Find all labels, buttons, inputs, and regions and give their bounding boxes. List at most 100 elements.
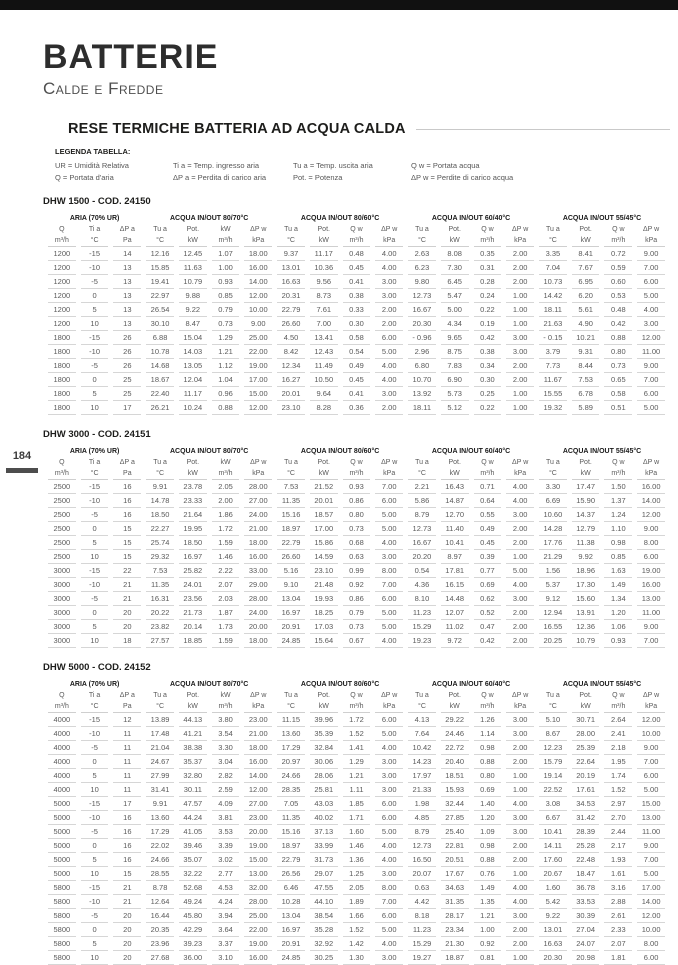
cell: 3.79 [539, 345, 567, 359]
column-header: Tu a [546, 459, 560, 466]
cell: 7.83 [440, 359, 469, 373]
cell: 12.43 [309, 345, 338, 359]
cell: 8.10 [408, 592, 436, 606]
cell: 21.04 [146, 741, 174, 755]
top-black-bar [0, 0, 678, 10]
cell: 20 [113, 951, 142, 965]
cell: 18.50 [146, 508, 174, 522]
cell: 3.30 [211, 741, 240, 755]
cell: 1.37 [604, 494, 633, 508]
cell: 0.38 [342, 289, 371, 303]
cell: 1.52 [342, 727, 371, 741]
cell: 10.79 [178, 275, 207, 289]
cell: 14.00 [637, 494, 665, 508]
cell: 0.76 [473, 867, 502, 881]
cell: 0.80 [473, 769, 502, 783]
cell: 2500 [48, 480, 76, 494]
cell: 7.00 [637, 755, 665, 769]
column-header: ΔP a [119, 692, 135, 699]
cell: 24.00 [244, 508, 273, 522]
legend-grid: UR = Umidità Relativa Ti a = Temp. ingre… [55, 161, 670, 182]
page-number-bar [6, 468, 38, 473]
cell: 4.00 [506, 797, 535, 811]
cell: 9.64 [309, 387, 338, 401]
cell: 22.79 [277, 853, 305, 867]
cell: 5000 [48, 853, 76, 867]
cell: 0.85 [211, 289, 240, 303]
cell: 14.00 [244, 275, 273, 289]
cell: 1200 [48, 289, 76, 303]
cell: 12.64 [146, 895, 174, 909]
cell: 27.68 [146, 951, 174, 965]
cell: 20.98 [571, 951, 600, 965]
unit-label: °C [277, 468, 305, 480]
cell: 5.00 [637, 401, 665, 415]
cell: 1.63 [604, 564, 633, 578]
table-row: 1800 5 25 22.40 11.17 0.96 15.00 20.01 9.64 0.41 3… [48, 387, 665, 401]
unit-label: kW [309, 235, 338, 247]
cell: 16.00 [637, 480, 665, 494]
cell: 1.87 [211, 606, 240, 620]
cell: 0.33 [342, 303, 371, 317]
cell: 7.00 [375, 895, 404, 909]
cell: 25.39 [571, 741, 600, 755]
cell: 9.92 [571, 550, 600, 564]
cell: 24.00 [244, 606, 273, 620]
cell: -15 [80, 480, 109, 494]
cell: 4.00 [506, 895, 535, 909]
cell: 2.64 [604, 713, 633, 727]
cell: 10 [80, 401, 109, 415]
cell: 9.00 [637, 741, 665, 755]
cell: 3.08 [539, 797, 567, 811]
cell: 11.23 [408, 923, 436, 937]
cell: 1.00 [506, 550, 535, 564]
cell: 30.25 [309, 951, 338, 965]
cell: 20.40 [440, 755, 469, 769]
cell: 11.40 [440, 522, 469, 536]
cell: 20 [113, 620, 142, 634]
cell: 1.72 [211, 522, 240, 536]
column-header: Pot. [317, 226, 330, 233]
cell: 12.07 [440, 606, 469, 620]
cell: 42.29 [178, 923, 207, 937]
cell: 1.35 [473, 895, 502, 909]
cell: 23.00 [244, 811, 273, 825]
cell: 17 [113, 401, 142, 415]
unit-label: kPa [637, 235, 665, 247]
cell: 12.23 [539, 741, 567, 755]
cell: 0 [80, 606, 109, 620]
cell: -15 [80, 247, 109, 261]
unit-label: Pa [113, 235, 142, 247]
cell: 10 [80, 550, 109, 564]
cell: 11.35 [277, 811, 305, 825]
cell: - 0.15 [539, 331, 567, 345]
cell: 10.24 [178, 401, 207, 415]
cell: 0.92 [342, 578, 371, 592]
cell: 1.59 [211, 536, 240, 550]
cell: 6.00 [375, 713, 404, 727]
table-title: DHW 5000 - COD. 24152 [43, 662, 151, 673]
cell: 20.01 [309, 494, 338, 508]
unit-label: m³/h [211, 235, 240, 247]
cell: 1.98 [408, 797, 436, 811]
cell: 3.35 [539, 247, 567, 261]
column-header: ΔP a [119, 459, 135, 466]
unit-label: kW [178, 701, 207, 713]
cell: 0.81 [473, 951, 502, 965]
cell: 9.91 [146, 797, 174, 811]
cell: 0.58 [342, 331, 371, 345]
cell: 1.66 [342, 909, 371, 923]
cell: 16.15 [440, 578, 469, 592]
cell: 2500 [48, 508, 76, 522]
cell: 1.36 [342, 853, 371, 867]
cell: 1.52 [604, 783, 633, 797]
cell: 0.72 [604, 247, 633, 261]
cell: 8.00 [637, 937, 665, 951]
cell: 3.00 [375, 951, 404, 965]
cell: 0.31 [473, 261, 502, 275]
cell: 2.41 [604, 727, 633, 741]
cell: 5.89 [571, 401, 600, 415]
cell: 5.00 [375, 825, 404, 839]
cell: 30.10 [146, 317, 174, 331]
cell: 2500 [48, 522, 76, 536]
